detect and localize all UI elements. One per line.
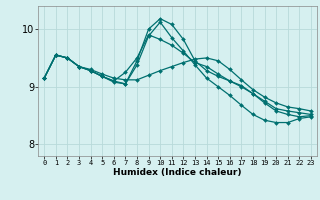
X-axis label: Humidex (Indice chaleur): Humidex (Indice chaleur) xyxy=(113,168,242,177)
